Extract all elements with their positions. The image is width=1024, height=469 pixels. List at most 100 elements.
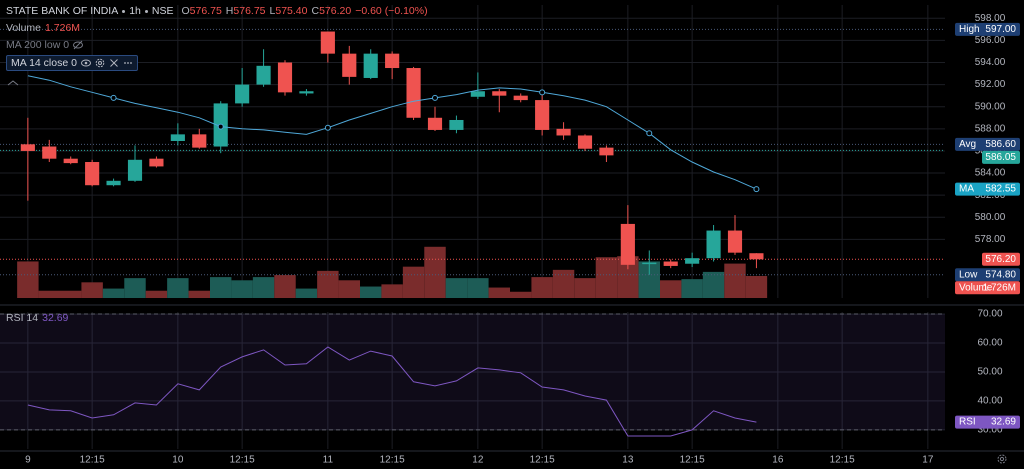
candle-body [85, 162, 100, 186]
y-tick-label: 598.00 [975, 13, 1006, 24]
price-label-value: 586.05 [985, 152, 1016, 163]
collapse-icon[interactable] [6, 79, 20, 87]
price-label-name: Low [959, 269, 978, 280]
settings-icon[interactable] [995, 452, 1009, 466]
ma14-legend[interactable]: MA 14 close 0 [6, 55, 138, 71]
volume-bar [617, 256, 639, 298]
y-tick-label: 596.00 [975, 35, 1006, 46]
ma200-legend: MA 200 low 0 [6, 39, 84, 51]
ohlc-item: H 576.75 [226, 5, 266, 17]
symbol-title: STATE BANK OF INDIA [6, 5, 119, 17]
price-label-value: 576.20 [985, 254, 1016, 265]
x-tick-label: 12:15 [530, 455, 555, 466]
volume-bar [402, 266, 425, 298]
x-tick-label: 9 [25, 455, 31, 466]
separator [122, 9, 126, 13]
ohlc-item: O 576.75 [182, 5, 222, 17]
candle-body [556, 128, 571, 136]
exchange: NSE [151, 5, 174, 17]
y-tick-label: 584.00 [975, 168, 1006, 179]
rsi-band [0, 314, 945, 430]
symbol-legend: STATE BANK OF INDIA 1h NSE O 576.75 H 576.7… [6, 5, 428, 17]
volume-bar [317, 270, 339, 298]
ohlc-value: 576.20 [319, 5, 352, 17]
ma-marker [753, 186, 760, 193]
candle-body [449, 119, 464, 130]
x-tick-label: 12:15 [380, 455, 405, 466]
change: −0.60 (−0.10%) [355, 5, 428, 17]
candle-body [235, 84, 250, 104]
more-icon[interactable] [123, 58, 133, 68]
candle-body [620, 223, 635, 265]
price-label-name: RSI [959, 417, 976, 428]
x-tick-label: 12:15 [230, 455, 255, 466]
ohlc-value: 576.75 [233, 5, 266, 17]
y-tick-label: 594.00 [975, 57, 1006, 68]
x-tick-label: 12:15 [680, 455, 705, 466]
price-label-value: 32.69 [991, 417, 1016, 428]
candle-body [535, 100, 550, 130]
eye-icon[interactable] [73, 40, 84, 50]
candle-body [685, 258, 700, 264]
x-tick-label: 16 [772, 455, 784, 466]
volume-bar [681, 279, 703, 298]
candle-body [385, 53, 400, 69]
rsi-value: 32.69 [42, 312, 69, 324]
ma-marker [217, 123, 224, 130]
price-label-box [955, 182, 1020, 196]
volume-bar [531, 277, 553, 298]
ohlc-key: H [225, 5, 234, 17]
price-label-box [955, 22, 1020, 36]
interval: 1h [129, 5, 141, 17]
eye-icon[interactable] [80, 58, 91, 68]
price-label-box [955, 268, 1020, 282]
volume-bar [381, 284, 403, 298]
volume-legend: Volume 1.726M [6, 22, 80, 34]
close-icon[interactable] [109, 58, 119, 68]
volume-bar [252, 277, 275, 298]
volume-bar [702, 271, 725, 298]
volume-bar [445, 278, 468, 298]
ohlc-key: L [269, 5, 276, 17]
candle-body [256, 65, 271, 85]
price-label-value: 1.726M [983, 282, 1016, 293]
price-label-box [982, 150, 1020, 164]
y-tick-label: 40.00 [977, 396, 1002, 407]
ma-line [27, 75, 757, 190]
price-label-box [955, 415, 1020, 429]
y-tick-label: 592.00 [975, 79, 1006, 90]
candle-body [577, 135, 593, 149]
y-tick-label: 30.00 [977, 425, 1002, 436]
volume-bar [595, 257, 618, 298]
volume-value: 1.726M [45, 22, 81, 34]
y-tick-label: 50.00 [977, 367, 1002, 378]
volume-bar [102, 288, 125, 298]
ohlc-values: O 576.75 H 576.75 L 575.40 C 576.20 [182, 5, 352, 17]
ma-marker [432, 94, 438, 101]
candle-body [63, 158, 78, 164]
ma-marker [646, 130, 653, 137]
volume-bar [17, 261, 39, 298]
candle-body [663, 261, 678, 266]
volume-bar [38, 290, 60, 298]
volume-bar [360, 286, 382, 298]
y-tick-label: 578.00 [975, 234, 1006, 245]
price-label-box [955, 137, 1020, 151]
volume-bar [574, 278, 596, 298]
candle-body [342, 53, 357, 77]
x-tick-label: 13 [622, 455, 634, 466]
price-label-value: 574.80 [985, 269, 1016, 280]
price-label-box [982, 252, 1020, 266]
ohlc-value: 576.75 [189, 5, 222, 17]
candle-body [277, 62, 293, 93]
price-label-name: MA [959, 184, 974, 195]
candle-body [727, 230, 743, 253]
price-label-box [955, 281, 1020, 295]
settings-icon[interactable] [95, 58, 105, 68]
volume-bar [231, 280, 253, 298]
candle-body [599, 147, 614, 156]
candle-body [299, 91, 314, 94]
candle-body [427, 117, 443, 130]
